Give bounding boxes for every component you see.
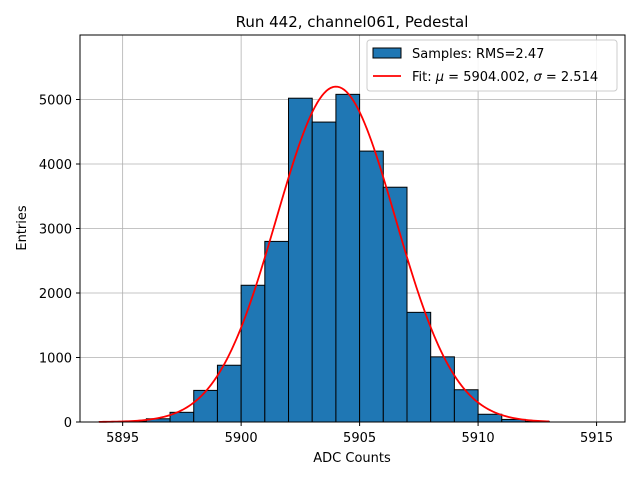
y-tick-label: 2000 [39,287,72,302]
x-tick-label: 5910 [462,431,495,446]
histogram-bar [477,413,503,423]
y-tick-label: 4000 [39,158,72,173]
x-tick-label: 5900 [225,431,258,446]
histogram-bar [335,93,361,423]
legend-box [366,39,618,92]
x-tick-label: 5895 [106,431,139,446]
legend-samples-label: Samples: RMS=2.47 [412,47,544,62]
legend: Samples: RMS=2.47 Fit: μ = 5904.002, σ =… [366,39,618,92]
histogram-bar [216,364,242,423]
x-tick-label: 5905 [343,431,376,446]
histogram-bar [240,284,266,423]
y-tick-label: 3000 [39,223,72,238]
histogram-bar [193,389,218,423]
y-tick-label: 0 [64,416,72,431]
histogram-bar [264,240,290,423]
y-axis-label: Entries [15,205,30,251]
histogram-bars [98,93,550,423]
legend-fit-label: Fit: μ = 5904.002, σ = 2.514 [412,70,598,85]
legend-samples-swatch [372,47,402,59]
histogram-bar [382,186,408,423]
gaussian-fit-curve [98,85,550,423]
x-axis-ticks: 5895 5900 5905 5910 5915 [106,422,613,446]
histogram-bar [311,121,337,423]
y-axis-ticks: 0 1000 2000 3000 4000 5000 [39,94,80,431]
x-axis-label: ADC Counts [313,451,391,466]
y-tick-label: 1000 [39,352,72,367]
chart-title: Run 442, channel061, Pedestal [236,13,469,31]
x-tick-label: 5915 [580,431,613,446]
histogram-bar [406,311,432,423]
histogram-bar [430,356,455,423]
fit-curve-layer [98,85,550,423]
histogram-bar [453,389,479,423]
y-tick-label: 5000 [39,94,72,109]
histogram-bar [359,150,384,423]
histogram-bar [288,97,313,423]
